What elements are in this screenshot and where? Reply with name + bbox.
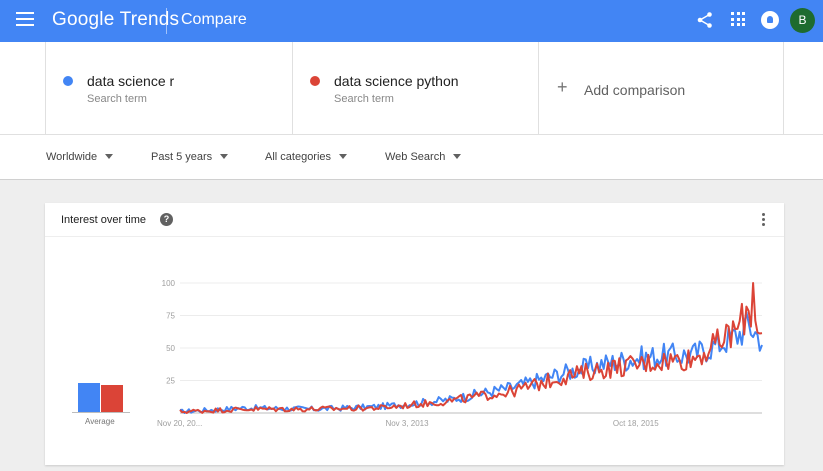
x-tick-label: Nov 20, 20...: [157, 419, 202, 428]
series-color-dot: [63, 76, 73, 86]
average-bar-data-science-r: [78, 383, 100, 412]
plus-icon: +: [557, 77, 568, 97]
page-title: Compare: [181, 11, 247, 28]
term-name: data science r: [87, 73, 175, 89]
x-tick-label: Oct 18, 2015: [613, 419, 659, 428]
category-dropdown[interactable]: All categories: [265, 151, 348, 163]
term-subtitle: Search term: [334, 93, 394, 105]
google-trends-logo[interactable]: Google Trends: [52, 9, 179, 31]
term-name: data science python: [334, 73, 459, 89]
region-filter-dropdown[interactable]: Worldwide: [46, 151, 114, 163]
apps-icon[interactable]: [731, 12, 745, 26]
interest-line-chart[interactable]: 25 50 75 100 Nov 20, 20... Nov 3, 2013 Oct 18…: [145, 263, 775, 433]
notifications-icon[interactable]: [761, 11, 779, 29]
average-bar-data-science-python: [101, 384, 123, 412]
interest-over-time-card: Interest over time ? Average 25 50 75 100 N…: [45, 203, 784, 465]
series-line-data-science-python[interactable]: [179, 282, 763, 414]
x-tick-label: Nov 3, 2013: [385, 419, 429, 428]
y-tick-label: 75: [166, 312, 175, 321]
brand-trends: Trends: [119, 9, 180, 30]
caret-down-icon: [220, 154, 229, 159]
top-app-bar: Google Trends Compare B: [0, 0, 823, 42]
compare-terms-bar: data science r Search term data science …: [0, 42, 823, 134]
average-label: Average: [85, 417, 115, 426]
search-type-dropdown[interactable]: Web Search: [385, 151, 462, 163]
term-subtitle: Search term: [87, 93, 147, 105]
card-title: Interest over time: [61, 214, 146, 226]
brand-google: Google: [52, 9, 115, 30]
add-comparison-label: Add comparison: [584, 82, 686, 98]
caret-down-icon: [105, 154, 114, 159]
y-tick-label: 50: [166, 344, 175, 353]
term-card-data-science-python[interactable]: data science python Search term: [292, 42, 538, 134]
term-card-data-science-r[interactable]: data science r Search term: [45, 42, 292, 134]
y-tick-label: 100: [162, 279, 176, 288]
header-divider: [166, 8, 167, 34]
help-icon[interactable]: ?: [160, 213, 173, 226]
more-vert-icon[interactable]: [762, 213, 766, 227]
time-range-dropdown[interactable]: Past 5 years: [151, 151, 229, 163]
y-tick-label: 25: [166, 377, 175, 386]
filter-bar: Worldwide Past 5 years All categories We…: [0, 134, 823, 180]
filter-label: All categories: [265, 151, 332, 163]
average-baseline: [72, 412, 130, 413]
filter-label: Past 5 years: [151, 151, 213, 163]
avatar[interactable]: B: [790, 8, 815, 33]
series-color-dot: [310, 76, 320, 86]
caret-down-icon: [339, 154, 348, 159]
share-icon[interactable]: [696, 11, 714, 29]
card-divider: [45, 236, 784, 237]
filter-label: Worldwide: [46, 151, 98, 163]
series-line-data-science-r[interactable]: [179, 311, 763, 414]
filter-label: Web Search: [385, 151, 446, 163]
add-comparison-button[interactable]: + Add comparison: [538, 42, 784, 134]
menu-icon[interactable]: [16, 12, 34, 28]
caret-down-icon: [453, 154, 462, 159]
